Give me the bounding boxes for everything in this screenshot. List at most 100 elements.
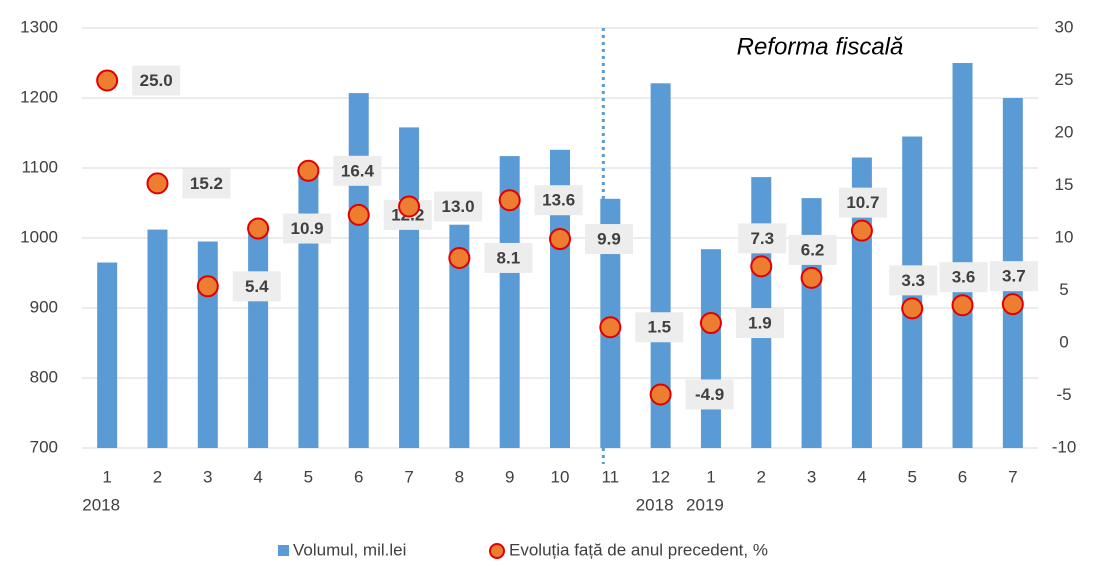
y2-tick-label: -10 xyxy=(1052,437,1077,456)
data-label: 1.9 xyxy=(748,314,772,333)
y-tick-label: 1200 xyxy=(20,87,58,106)
x-tick-label: 11 xyxy=(601,467,619,486)
bar xyxy=(399,127,420,449)
marker xyxy=(800,266,823,289)
bar xyxy=(97,262,118,448)
x-tick-label: 9 xyxy=(505,467,514,486)
x-tick-label: 7 xyxy=(404,467,413,486)
marker xyxy=(448,246,471,269)
x-tick-label: 6 xyxy=(354,467,363,486)
label-box xyxy=(132,65,181,96)
x-tick-label: 4 xyxy=(857,467,866,486)
marker xyxy=(196,275,219,298)
label-box xyxy=(534,185,583,216)
data-label: 25.0 xyxy=(140,71,173,90)
marker xyxy=(549,228,571,251)
data-label: 3.7 xyxy=(1002,267,1026,286)
data-label: 7.3 xyxy=(750,229,774,248)
data-label: 16.4 xyxy=(341,161,375,180)
legend-label: Volumul, mil.lei xyxy=(293,540,406,559)
data-label: 10.9 xyxy=(291,219,324,238)
y2-tick-label: 15 xyxy=(1055,175,1074,194)
marker xyxy=(96,69,119,92)
y2-tick-label: -5 xyxy=(1056,385,1071,404)
legend-swatch xyxy=(278,545,289,556)
marker xyxy=(599,316,622,339)
annotation: Reforma fiscală xyxy=(737,33,904,60)
marker xyxy=(750,255,773,278)
x-tick-label: 2 xyxy=(153,467,162,486)
bar xyxy=(449,224,470,448)
x-tick-label: 10 xyxy=(551,467,570,486)
bar xyxy=(197,241,218,448)
y2-tick-label: 10 xyxy=(1055,227,1074,246)
y2-tick-label: 25 xyxy=(1055,70,1074,89)
label-box xyxy=(232,271,281,302)
y-tick-label: 900 xyxy=(30,297,58,316)
label-box xyxy=(738,223,787,254)
data-label: 8.1 xyxy=(497,248,521,267)
y-tick-label: 1300 xyxy=(20,17,58,36)
marker xyxy=(297,159,320,182)
x-tick-label: 1 xyxy=(102,467,111,486)
marker xyxy=(1001,293,1024,316)
label-box xyxy=(685,379,734,410)
marker xyxy=(247,217,270,240)
x-tick-label: 4 xyxy=(253,467,262,486)
data-label: 10.7 xyxy=(846,193,879,212)
legend-label: Evoluția față de anul precedent, % xyxy=(509,540,768,559)
data-label: 3.3 xyxy=(901,271,925,290)
x-tick-label: 2 xyxy=(757,467,766,486)
data-label: 1.5 xyxy=(647,318,671,337)
label-box xyxy=(635,312,684,343)
label-box xyxy=(434,191,483,222)
label-box xyxy=(989,261,1038,292)
year-label: 2019 xyxy=(686,495,724,514)
y2-tick-label: 5 xyxy=(1059,280,1068,299)
label-box xyxy=(735,308,784,339)
y-tick-label: 1000 xyxy=(20,227,58,246)
bar xyxy=(650,83,671,449)
x-tick-label: 3 xyxy=(203,467,212,486)
y2-tick-label: 20 xyxy=(1055,122,1074,141)
x-tick-label: 3 xyxy=(807,467,816,486)
y-tick-label: 800 xyxy=(30,367,58,386)
x-tick-label: 7 xyxy=(1008,467,1017,486)
marker xyxy=(347,203,370,226)
bar xyxy=(298,171,319,448)
label-box xyxy=(182,168,231,199)
bar xyxy=(248,228,269,448)
data-label: 13.6 xyxy=(542,191,575,210)
x-tick-label: 1 xyxy=(706,467,715,486)
label-box xyxy=(788,234,837,265)
bar xyxy=(499,156,520,448)
bar xyxy=(550,149,570,449)
year-label: 2018 xyxy=(636,495,674,514)
marker xyxy=(498,189,521,212)
y-tick-label: 1100 xyxy=(21,157,58,176)
year-label: 2018 xyxy=(82,495,120,514)
x-tick-label: 6 xyxy=(958,467,967,486)
data-label: 15.2 xyxy=(190,174,223,193)
bar xyxy=(700,249,721,448)
marker xyxy=(146,172,169,195)
y2-tick-label: 0 xyxy=(1059,332,1068,351)
x-tick-label: 5 xyxy=(907,467,916,486)
x-tick-label: 8 xyxy=(455,467,464,486)
marker xyxy=(699,312,722,335)
label-box xyxy=(333,155,382,186)
data-label: 3.6 xyxy=(952,268,976,287)
marker xyxy=(649,383,672,406)
data-label: 13.0 xyxy=(442,197,475,216)
x-tick-label: 5 xyxy=(304,467,313,486)
marker xyxy=(850,219,873,242)
label-box xyxy=(283,213,332,244)
data-label: 6.2 xyxy=(801,240,825,259)
marker xyxy=(398,195,421,218)
label-box xyxy=(838,187,887,218)
data-label: 5.4 xyxy=(245,277,269,296)
data-label: -4.9 xyxy=(695,385,724,404)
marker xyxy=(901,297,924,320)
label-box xyxy=(889,265,938,296)
